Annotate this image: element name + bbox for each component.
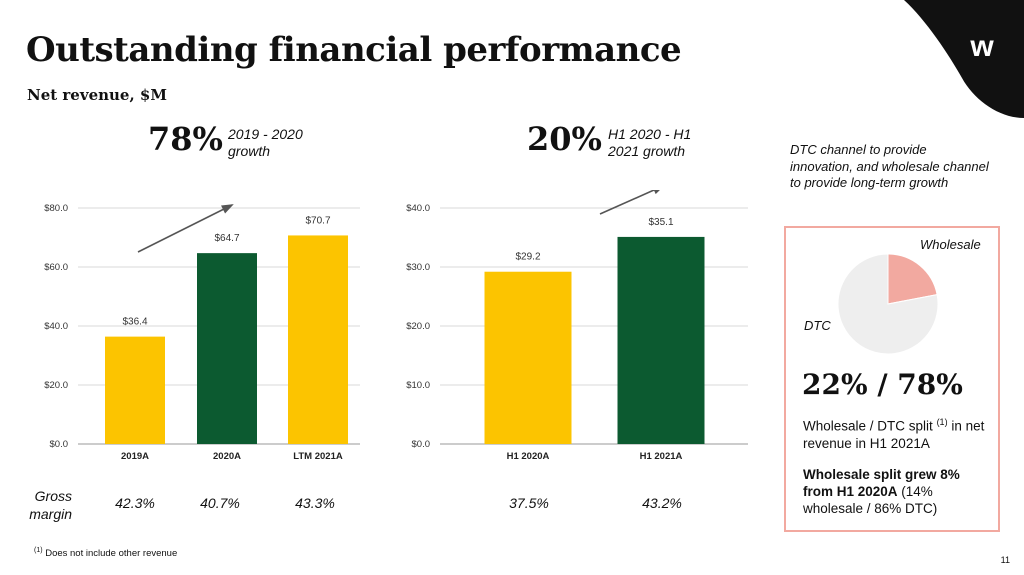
- pie-label-wholesale: Wholesale: [920, 237, 981, 252]
- pie-slice-wholesale: [887, 253, 938, 305]
- split-box: [784, 226, 1000, 532]
- gross-margin-label-line2: margin: [29, 506, 72, 522]
- y-tick-label: $40.0: [406, 203, 430, 214]
- x-tick-label: 2019A: [121, 451, 149, 462]
- pie-slice-dtc: [837, 253, 939, 355]
- corner-blob: [904, 0, 1024, 118]
- y-tick-label: $60.0: [44, 262, 68, 273]
- bar-value-label: $36.4: [122, 317, 147, 328]
- corner-logo-shape: w: [904, 0, 1024, 118]
- footnote-ref: (1): [34, 547, 43, 554]
- split-desc-main: Wholesale / DTC split: [803, 418, 933, 434]
- page-title: Outstanding financial performance: [26, 30, 682, 70]
- gross-margin-2019: 42.3%: [115, 495, 155, 511]
- growth-arrow: [137, 204, 234, 253]
- page-subtitle: Net revenue, $M: [27, 86, 167, 104]
- bar-value-label: $29.2: [515, 252, 540, 263]
- x-tick-label: 2020A: [213, 451, 241, 462]
- gross-margin-label-line1: Gross: [34, 488, 72, 504]
- arrow-head: [221, 204, 234, 214]
- gross-margin-ltm2021: 43.3%: [295, 495, 335, 511]
- y-tick-label: $0.0: [412, 439, 431, 450]
- y-tick-label: $80.0: [44, 203, 68, 214]
- x-tick-label: H1 2021A: [640, 451, 683, 462]
- bar: [197, 253, 257, 444]
- split-desc-rest: in net revenue in H1 2021A: [803, 418, 985, 451]
- bar: [484, 271, 572, 444]
- arrow-head: [653, 190, 660, 195]
- bar-value-label: $64.7: [214, 233, 239, 244]
- bars: $29.2 H1 2020A $35.1 H1 2021A: [484, 217, 705, 462]
- arrow-line: [137, 204, 233, 253]
- growth-left-percent: 78%: [148, 120, 223, 158]
- bar: [105, 336, 165, 444]
- brand-logo: w: [969, 30, 994, 63]
- y-tick-label: $0.0: [50, 439, 69, 450]
- x-tick-label: H1 2020A: [507, 451, 550, 462]
- growth-left-label-line1: 2019 - 2020: [228, 126, 303, 142]
- bar-chart-annual: $0.0 $20.0 $40.0 $60.0 $80.0 $36.4 2019A $64.7 2…: [44, 203, 360, 462]
- split-description: Wholesale / DTC split (1) in net revenue…: [803, 414, 993, 452]
- bars: $36.4 2019A $64.7 2020A $70.7 LTM 2021A: [105, 215, 348, 462]
- growth-right-label-line2: 2021 growth: [608, 143, 686, 159]
- growth-left-label: 2019 - 2020 growth: [228, 126, 303, 160]
- split-desc-footnote-ref: (1): [936, 417, 948, 427]
- gross-margin-label: Gross margin: [22, 487, 72, 523]
- arrow-line: [599, 190, 656, 215]
- y-tick-label: $20.0: [406, 321, 430, 332]
- growth-arrow: [599, 190, 660, 215]
- growth-left-label-line2: growth: [228, 143, 271, 159]
- y-tick-label: $40.0: [44, 321, 68, 332]
- wholesale-dtc-pie: [837, 253, 939, 355]
- split-percent: 22% / 78%: [802, 368, 963, 401]
- split-growth-rest: (14% wholesale / 86% DTC): [803, 484, 938, 516]
- split-growth-note: Wholesale split grew 8% from H1 2020A (1…: [803, 466, 993, 517]
- gross-margin-h1-2021: 43.2%: [642, 495, 682, 511]
- bar: [617, 236, 705, 444]
- x-tick-label: LTM 2021A: [293, 451, 343, 462]
- gross-margin-h1-2020: 37.5%: [509, 495, 549, 511]
- dtc-channel-note: DTC channel to provide innovation, and w…: [790, 142, 989, 190]
- pie-label-dtc: DTC: [804, 318, 831, 333]
- y-tick-label: $30.0: [406, 262, 430, 273]
- bar-value-label: $35.1: [648, 217, 673, 228]
- bar: [288, 235, 348, 444]
- page-number: 11: [1000, 555, 1010, 565]
- y-tick-label: $10.0: [406, 380, 430, 391]
- gross-margin-2020: 40.7%: [200, 495, 240, 511]
- growth-right-label: H1 2020 - H1 2021 growth: [608, 126, 691, 160]
- growth-right-percent: 20%: [527, 120, 602, 158]
- y-tick-label: $20.0: [44, 380, 68, 391]
- footnote: (1) Does not include other revenue: [34, 547, 177, 559]
- bar-chart-h1: $0.0 $10.0 $20.0 $30.0 $40.0 $29.2 H1 2020A $35…: [406, 190, 748, 462]
- bar-value-label: $70.7: [305, 215, 330, 226]
- growth-right-label-line1: H1 2020 - H1: [608, 126, 692, 142]
- footnote-text: Does not include other revenue: [42, 548, 178, 560]
- split-growth-bold: Wholesale split grew 8% from H1 2020A: [803, 467, 960, 499]
